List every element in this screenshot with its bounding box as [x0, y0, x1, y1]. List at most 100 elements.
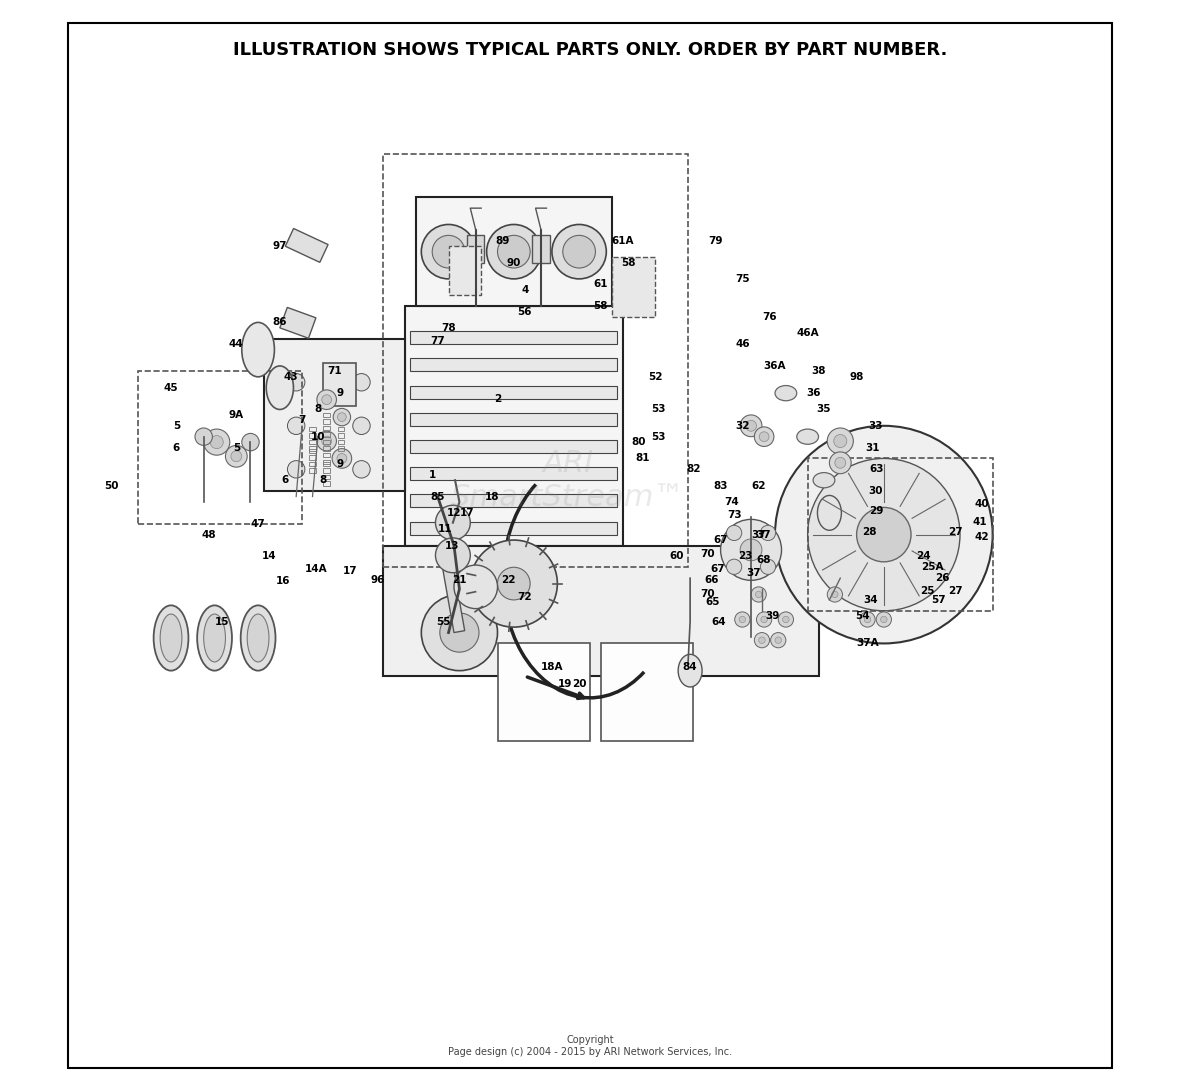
Circle shape: [756, 612, 772, 627]
Text: 14: 14: [262, 551, 276, 562]
Text: 17: 17: [343, 565, 358, 576]
Circle shape: [735, 612, 750, 627]
Bar: [415, 197, 611, 307]
Circle shape: [563, 236, 596, 268]
Bar: [323, 440, 330, 444]
Ellipse shape: [775, 385, 796, 400]
Circle shape: [421, 595, 498, 671]
Bar: [411, 332, 617, 344]
Ellipse shape: [241, 606, 275, 671]
Text: 63: 63: [868, 465, 884, 475]
Text: 14A: 14A: [304, 564, 327, 575]
Bar: [337, 433, 345, 437]
Text: 86: 86: [273, 317, 287, 327]
Circle shape: [759, 637, 765, 644]
Circle shape: [210, 435, 223, 448]
Circle shape: [552, 225, 607, 279]
Text: 18A: 18A: [540, 662, 563, 672]
Bar: [807, 458, 992, 611]
Circle shape: [435, 538, 471, 573]
Circle shape: [721, 519, 781, 580]
Text: Copyright
Page design (c) 2004 - 2015 by ARI Network Services, Inc.: Copyright Page design (c) 2004 - 2015 by…: [448, 1035, 732, 1057]
Circle shape: [353, 417, 371, 434]
Circle shape: [760, 525, 775, 540]
Text: 79: 79: [708, 236, 722, 245]
Bar: [323, 475, 330, 479]
Text: 70: 70: [700, 589, 715, 599]
Ellipse shape: [197, 606, 232, 671]
Bar: [280, 308, 316, 338]
Bar: [448, 247, 481, 296]
Text: 21: 21: [452, 575, 466, 586]
Text: 35: 35: [817, 405, 831, 415]
Circle shape: [225, 445, 248, 467]
Text: 53: 53: [651, 405, 666, 415]
Circle shape: [761, 616, 767, 623]
Circle shape: [317, 431, 336, 451]
Bar: [309, 440, 316, 444]
Bar: [309, 468, 316, 472]
Text: 61A: 61A: [611, 236, 634, 245]
Text: 68: 68: [756, 554, 772, 565]
Text: 24: 24: [916, 551, 930, 562]
Text: 62: 62: [752, 481, 766, 491]
Text: 39: 39: [766, 611, 780, 621]
Circle shape: [204, 429, 230, 455]
Circle shape: [454, 565, 498, 609]
Text: 28: 28: [863, 527, 877, 538]
Bar: [323, 459, 330, 464]
Text: 54: 54: [854, 611, 870, 621]
Text: 30: 30: [867, 487, 883, 496]
Text: 7: 7: [297, 416, 306, 425]
Text: 66: 66: [704, 575, 719, 586]
Circle shape: [337, 454, 347, 464]
Text: 96: 96: [371, 575, 385, 586]
Text: 8: 8: [320, 476, 327, 485]
Text: 58: 58: [594, 301, 608, 311]
Circle shape: [830, 452, 851, 473]
Circle shape: [471, 540, 557, 627]
Text: 64: 64: [712, 616, 726, 626]
Text: 70: 70: [700, 549, 715, 560]
Text: 80: 80: [631, 437, 647, 447]
Circle shape: [880, 616, 887, 623]
Text: 27: 27: [949, 527, 963, 538]
Text: 90: 90: [506, 257, 522, 267]
Circle shape: [332, 448, 352, 468]
Circle shape: [322, 436, 332, 446]
Text: 37: 37: [756, 529, 772, 540]
Text: 22: 22: [502, 575, 516, 586]
Bar: [323, 425, 330, 430]
Bar: [309, 427, 316, 431]
Circle shape: [195, 428, 212, 445]
Bar: [323, 481, 330, 485]
Text: 27: 27: [949, 586, 963, 596]
Text: 32: 32: [735, 421, 749, 431]
Circle shape: [779, 612, 793, 627]
Bar: [337, 446, 345, 451]
Text: 6: 6: [172, 443, 181, 453]
Text: 25: 25: [920, 586, 935, 596]
Circle shape: [771, 633, 786, 648]
Bar: [405, 307, 623, 546]
Text: 82: 82: [686, 465, 701, 475]
Bar: [309, 455, 316, 459]
Bar: [601, 644, 694, 742]
Circle shape: [727, 560, 742, 574]
Text: 47: 47: [250, 518, 266, 529]
Text: 85: 85: [431, 492, 445, 502]
Circle shape: [740, 539, 762, 561]
Text: 15: 15: [215, 616, 229, 626]
Text: 17: 17: [460, 507, 474, 518]
Circle shape: [333, 408, 350, 425]
Text: 34: 34: [864, 595, 878, 604]
Text: 46A: 46A: [796, 328, 819, 338]
Ellipse shape: [267, 365, 294, 409]
Circle shape: [834, 457, 846, 468]
Text: 75: 75: [735, 274, 749, 284]
Text: 26: 26: [936, 573, 950, 584]
Bar: [384, 546, 819, 676]
Bar: [411, 467, 617, 480]
Text: 5: 5: [172, 421, 181, 431]
Text: 16: 16: [276, 576, 290, 586]
